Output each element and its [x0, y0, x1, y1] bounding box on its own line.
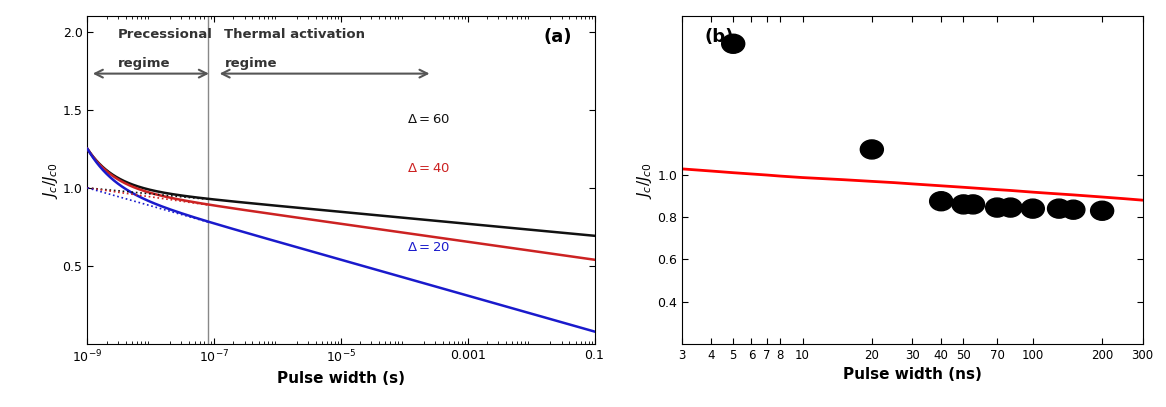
- Text: regime: regime: [224, 57, 276, 70]
- Text: $\Delta=40$: $\Delta=40$: [407, 162, 450, 175]
- Text: Thermal activation: Thermal activation: [224, 28, 365, 41]
- Ellipse shape: [999, 198, 1023, 217]
- Ellipse shape: [1047, 199, 1070, 218]
- Ellipse shape: [985, 198, 1009, 217]
- Text: (b): (b): [704, 28, 733, 46]
- Ellipse shape: [1062, 200, 1084, 219]
- Text: regime: regime: [118, 57, 170, 70]
- Text: $\Delta=20$: $\Delta=20$: [407, 241, 450, 254]
- Text: $\Delta=60$: $\Delta=60$: [407, 113, 450, 126]
- Y-axis label: $J_c/J_{c0}$: $J_c/J_{c0}$: [41, 162, 59, 199]
- Text: Precessional: Precessional: [118, 28, 212, 41]
- Ellipse shape: [929, 192, 953, 211]
- Ellipse shape: [861, 140, 884, 159]
- Ellipse shape: [951, 195, 975, 214]
- Ellipse shape: [722, 34, 745, 53]
- Ellipse shape: [1090, 201, 1114, 220]
- Ellipse shape: [962, 195, 984, 214]
- Y-axis label: $J_c/J_{c0}$: $J_c/J_{c0}$: [635, 162, 654, 199]
- X-axis label: Pulse width (ns): Pulse width (ns): [843, 368, 982, 382]
- X-axis label: Pulse width (s): Pulse width (s): [278, 371, 405, 386]
- Ellipse shape: [1021, 199, 1045, 218]
- Text: (a): (a): [543, 28, 571, 46]
